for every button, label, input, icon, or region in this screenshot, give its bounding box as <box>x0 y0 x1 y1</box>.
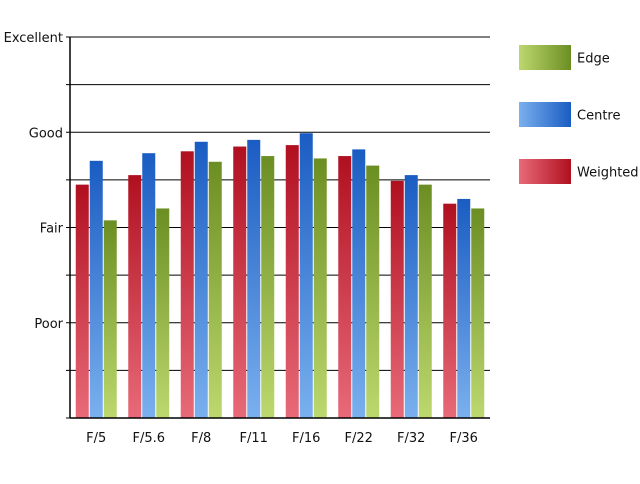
bar-centre <box>142 153 156 418</box>
y-tick-label: Excellent <box>4 31 63 46</box>
bar-weighted <box>233 146 247 418</box>
bar-weighted <box>75 184 89 418</box>
legend-label-edge: Edge <box>577 52 610 67</box>
x-tick-label: F/22 <box>345 431 373 446</box>
bar-weighted <box>180 151 194 419</box>
bar-weighted <box>390 180 404 418</box>
bar-centre <box>457 198 471 418</box>
legend: Edge Centre Weighted <box>519 45 639 184</box>
bar-weighted <box>128 175 142 418</box>
legend-label-centre: Centre <box>577 109 620 124</box>
axes: F/5 F/5.6 F/8 F/11 F/16 F/22 F/32 F/36 Poor Fair G… <box>4 31 490 446</box>
x-tick-label: F/8 <box>191 431 211 446</box>
bar-centre <box>89 160 103 418</box>
x-tick-label: F/5.6 <box>132 431 165 446</box>
x-tick-label: F/16 <box>292 431 320 446</box>
bar-centre <box>352 149 366 418</box>
x-tick-label: F/32 <box>397 431 425 446</box>
x-tick-label: F/36 <box>450 431 478 446</box>
y-tick-label: Good <box>29 126 63 141</box>
bars <box>75 133 485 419</box>
bar-edge <box>366 165 380 418</box>
legend-swatch-edge <box>519 45 571 70</box>
bar-edge <box>313 158 327 418</box>
bar-centre <box>404 175 418 418</box>
legend-swatch-weighted <box>519 159 571 184</box>
bar-centre <box>299 133 313 418</box>
bar-centre <box>247 139 261 418</box>
bar-centre <box>194 141 208 418</box>
bar-weighted <box>338 156 352 418</box>
x-tick-label: F/5 <box>86 431 106 446</box>
legend-label-weighted: Weighted <box>577 166 639 181</box>
x-tick-label: F/11 <box>240 431 268 446</box>
bar-edge <box>418 184 432 418</box>
y-tick-label: Poor <box>34 317 63 332</box>
bar-edge <box>471 208 485 418</box>
bar-weighted <box>285 145 299 418</box>
bar-edge <box>103 220 117 418</box>
bar-edge <box>261 156 275 418</box>
y-tick-label: Fair <box>40 222 64 237</box>
bar-edge <box>156 208 170 418</box>
bar-weighted <box>443 203 457 418</box>
bar-edge <box>208 161 222 418</box>
legend-swatch-centre <box>519 102 571 127</box>
